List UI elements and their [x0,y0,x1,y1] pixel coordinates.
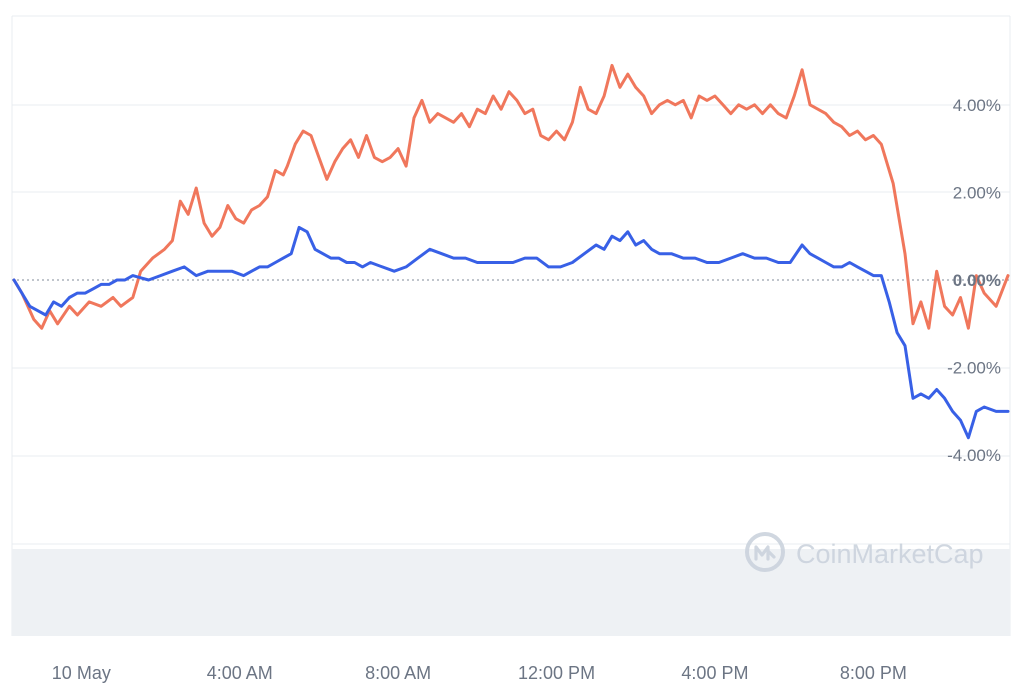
y-tick-label: -4.00% [947,446,1001,465]
y-tick-label: -2.00% [947,359,1001,378]
series-lines [12,63,1010,440]
x-tick-label: 8:00 AM [365,663,431,683]
watermark-text: CoinMarketCap [796,539,984,569]
y-tick-label: 2.00% [953,183,1001,202]
x-tick-label: 12:00 PM [518,663,595,683]
y-axis-labels: 4.00% 2.00% 0.00% -2.00% -4.00% [947,96,1001,465]
x-tick-label: 4:00 AM [207,663,273,683]
x-axis-labels: 10 May 4:00 AM 8:00 AM 12:00 PM 4:00 PM 8:00 … [52,663,907,683]
y-tick-label: 4.00% [953,96,1001,115]
volume-background [12,549,1010,636]
volume-area [12,549,1010,636]
x-tick-label: 8:00 PM [840,663,907,683]
series-line-2 [12,225,1010,440]
x-tick-label: 10 May [52,663,111,683]
grid-lines [11,15,1011,636]
series-line-1 [12,63,1010,330]
x-tick-label: 4:00 PM [681,663,748,683]
coinmarketcap-logo-icon [745,532,785,572]
watermark: CoinMarketCap [745,532,984,572]
y-tick-label: 0.00% [953,271,1001,290]
